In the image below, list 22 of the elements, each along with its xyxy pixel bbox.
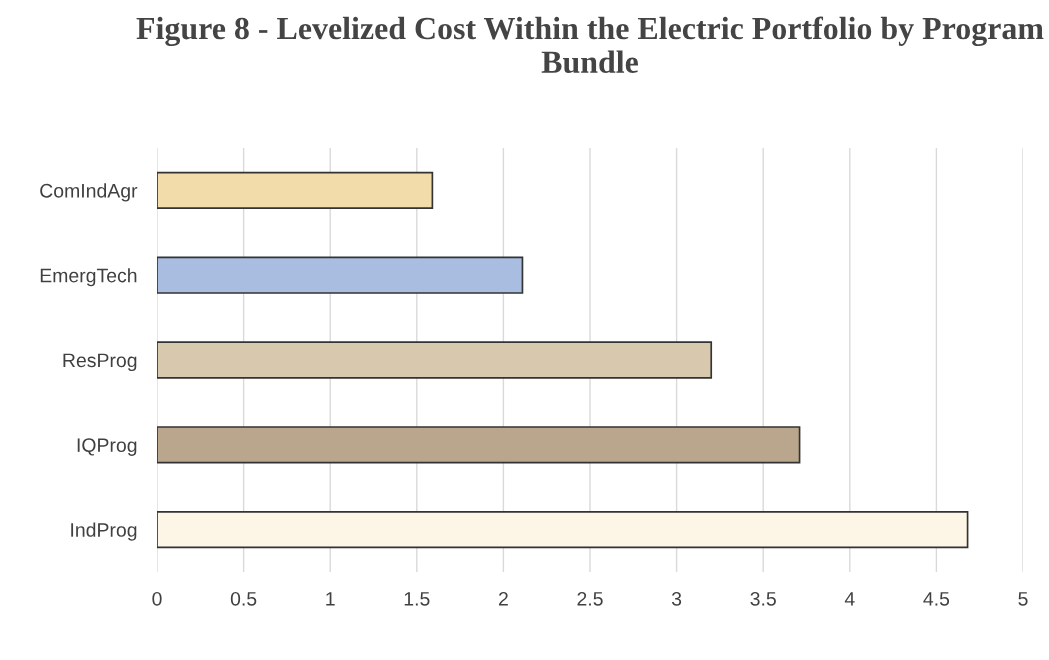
x-tick-label: 1.5 <box>404 592 430 606</box>
chart-title: Figure 8 - Levelized Cost Within the Electric Portfolio by Program Bundle <box>136 16 1044 74</box>
bar <box>157 510 969 549</box>
bar <box>157 341 713 379</box>
y-tick-label: ComIndAgr <box>40 183 138 202</box>
x-tick-label: 1 <box>326 592 335 606</box>
x-tick-label: 0.5 <box>230 591 257 606</box>
bar <box>157 426 801 464</box>
bar <box>157 256 524 294</box>
y-tick-label: EmergTech <box>40 268 137 287</box>
x-tick-label: 0 <box>152 591 162 606</box>
bar <box>157 171 434 210</box>
y-tick-label: ResProg <box>63 353 137 372</box>
x-tick-label: 4 <box>844 592 855 606</box>
y-tick-label: IQProg <box>77 438 137 456</box>
x-tick-label: 5 <box>1018 592 1028 606</box>
x-tick-label: 2.5 <box>577 591 603 606</box>
x-tick-label: 3.5 <box>750 591 776 606</box>
x-tick-label: 4.5 <box>923 592 950 606</box>
x-tick-label: 2 <box>498 591 508 606</box>
x-tick-label: 3 <box>671 591 682 606</box>
y-tick-label: IndProg <box>71 522 137 541</box>
